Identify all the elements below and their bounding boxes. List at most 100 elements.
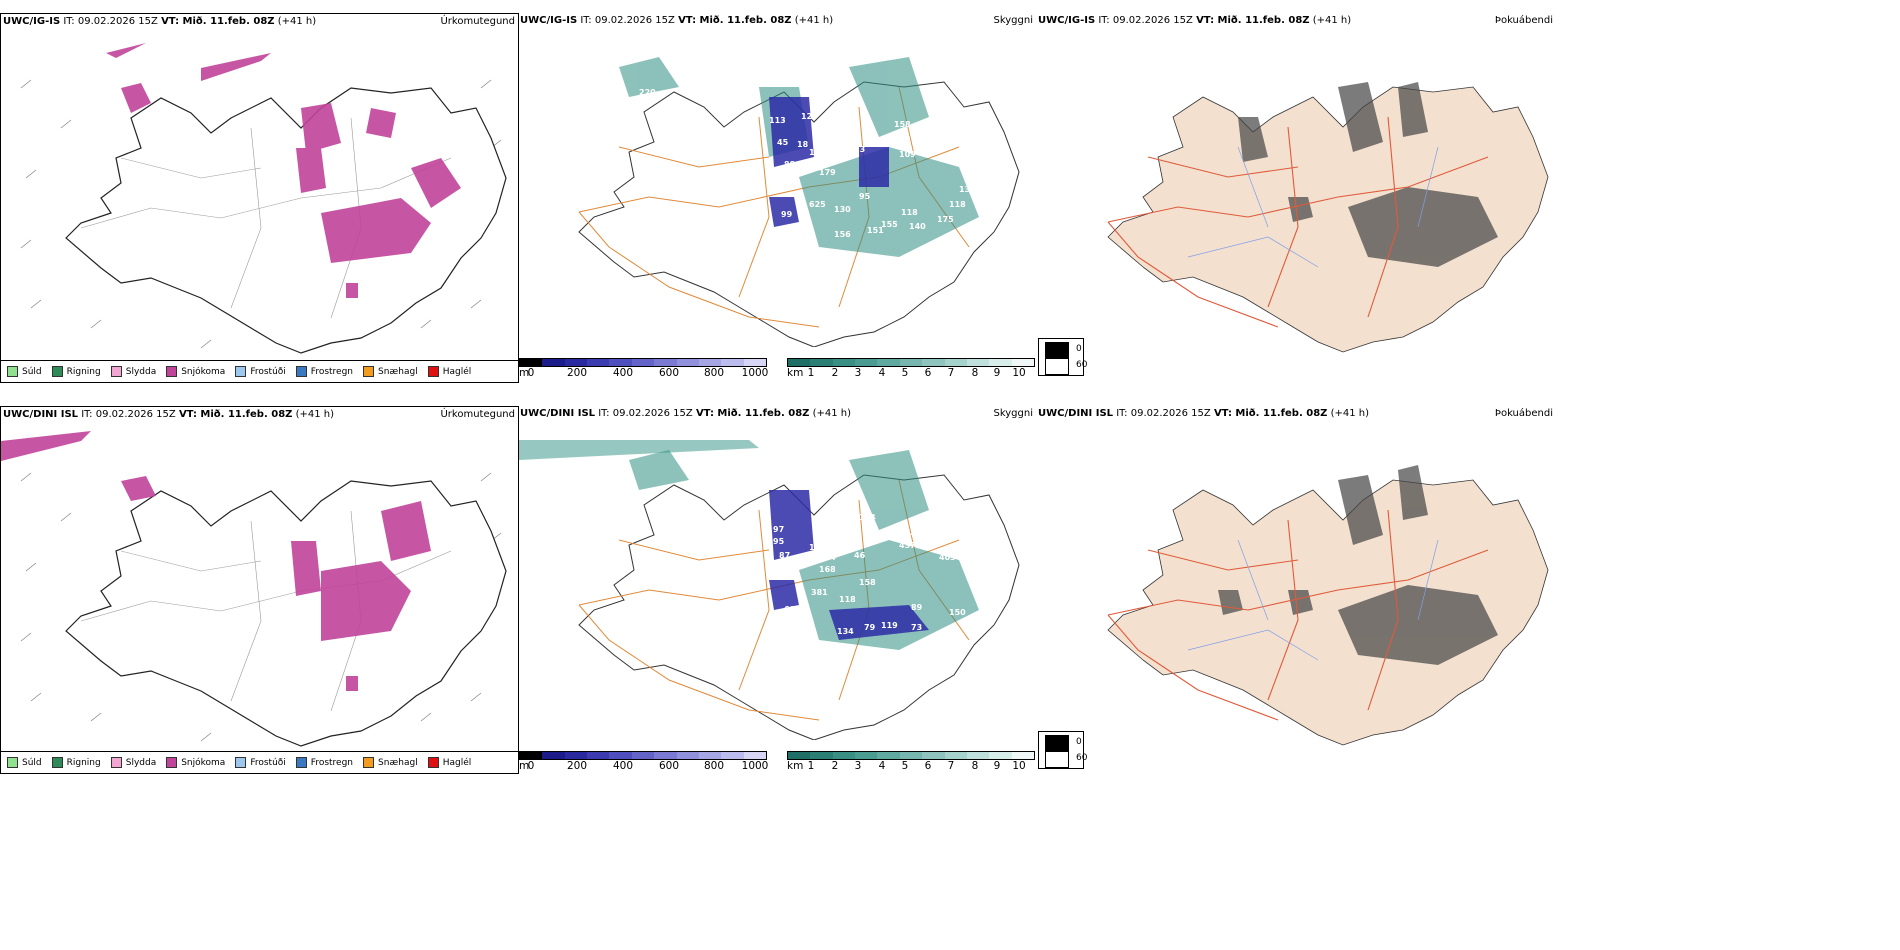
fog-value: 60 [1076, 360, 1088, 370]
lead-time: (+41 h) [794, 15, 834, 26]
tick-label: 8 [971, 760, 979, 772]
low-ceiling-areas [769, 490, 929, 640]
coastline [65, 480, 507, 747]
colorbar [519, 751, 767, 760]
legend-item: Snjókoma [166, 366, 225, 377]
fog-swatch-white [1045, 751, 1069, 768]
ceiling-label: 84 [614, 501, 626, 510]
visibility-colorbar: 1 2 3 4 5 6 7 8 9 10 km [787, 751, 1035, 772]
model-name: UWC/DINI ISL [3, 409, 79, 420]
tick-label: 6 [924, 760, 932, 772]
issue-time: IT: 09.02.2026 15Z [63, 16, 158, 27]
visibility-band [519, 440, 759, 460]
precip-title: Úrkomutegund [440, 409, 515, 420]
model-name: UWC/DINI ISL [1038, 408, 1114, 419]
valid-time: VT: Mið. 11.feb. 08Z [1213, 408, 1328, 419]
legend-item: Rigning [51, 366, 101, 377]
ceiling-label: 119 [881, 621, 898, 630]
roads [1107, 116, 1489, 328]
valid-time: VT: Mið. 11.feb. 08Z [1196, 15, 1310, 26]
legend-item: Frostregn [295, 757, 353, 768]
ceiling-label: 97 [773, 525, 784, 534]
tick-label: 0 [527, 760, 535, 772]
visibility-map: 220 106 113 124 45 18 133 88 129 179 53 … [578, 57, 1020, 347]
lead-time: (+41 h) [812, 408, 852, 419]
tick-label: 1000 [741, 760, 769, 772]
tick-label: 3 [854, 367, 862, 379]
legend-item: Snæhagl [363, 757, 418, 768]
legend-label: Haglél [442, 366, 472, 377]
rivers [1187, 146, 1439, 268]
snow-areas [1, 431, 431, 691]
legend-item: Frostúði [235, 757, 286, 768]
ceiling-labels: 84 97 95 87 120 164 168 124 312 437 152 … [614, 501, 966, 684]
ceiling-label: 46 [854, 551, 866, 560]
colorbar-ticks: 1 2 3 4 5 6 7 8 9 10 [787, 367, 1035, 379]
fog-swatch-black [1045, 735, 1069, 752]
fog-value: 0 [1076, 344, 1082, 354]
lead-time: (+41 h) [1312, 15, 1352, 26]
visibility-panel-bottom: UWC/DINI ISL IT: 09.02.2026 15Z VT: Mið.… [519, 406, 1036, 772]
fog-legend: 0 60 [1038, 338, 1088, 376]
legend-label: Frostúði [250, 757, 286, 768]
ceiling-label: 45 [777, 138, 789, 147]
ceiling-label: 120 [809, 543, 826, 552]
tick-label: 1000 [741, 367, 769, 379]
ceiling-label: 140 [909, 222, 926, 231]
ceiling-label: 220 [639, 88, 656, 97]
ceiling-label: 118 [949, 200, 966, 209]
tick-label: 6 [924, 367, 932, 379]
ceiling-label: 95 [773, 537, 785, 546]
legend-swatch [7, 757, 18, 768]
ceiling-label: 106 [596, 132, 613, 141]
legend-label: Snæhagl [378, 757, 418, 768]
model-name: UWC/IG-IS [3, 16, 61, 27]
ceiling-label: 150 [949, 608, 966, 617]
valid-time: VT: Mið. 11.feb. 08Z [161, 16, 275, 27]
fog-title: Þokuábendi [1494, 15, 1553, 26]
ceiling-label: 99 [781, 210, 793, 219]
legend-swatch [166, 757, 178, 768]
ceiling-labels: 220 106 113 124 45 18 133 88 129 179 53 … [596, 88, 970, 239]
panel-header: UWC/IG-IS IT: 09.02.2026 15Z VT: Mið. 11… [520, 15, 833, 26]
ceiling-label: 312 [899, 528, 916, 537]
roads [80, 117, 452, 319]
legend-swatch [110, 757, 122, 768]
visibility-panel-top: UWC/IG-IS IT: 09.02.2026 15Z VT: Mið. 11… [519, 13, 1036, 381]
ceiling-label: 109 [899, 150, 916, 159]
lead-time: (+41 h) [1330, 408, 1370, 419]
rivers [1187, 539, 1439, 661]
visibility-unit: km [787, 367, 804, 379]
legend-label: Rigning [66, 757, 101, 768]
low-ceiling-areas [769, 97, 889, 227]
valid-time: VT: Mið. 11.feb. 08Z [178, 409, 293, 420]
ceiling-label: 130 [834, 205, 851, 214]
tick-label: 200 [566, 760, 588, 772]
ceiling-label: 88 [784, 160, 796, 169]
legend-label: Snjókoma [181, 366, 226, 377]
ceiling-label: 155 [881, 220, 898, 229]
fog-map [1107, 82, 1549, 353]
ceiling-label: 118 [901, 208, 918, 217]
legend-item: Frostúði [235, 366, 286, 377]
ceiling-label: 158 [859, 578, 876, 587]
ceiling-label: 177 [939, 155, 956, 164]
legend-label: Súld [22, 757, 42, 768]
tick-label: 9 [993, 760, 1001, 772]
legend-label: Snæhagl [378, 366, 418, 377]
ceiling-label: 164 [819, 553, 836, 562]
precip-panel-top: UWC/IG-IS IT: 09.02.2026 15Z VT: Mið. 11… [0, 13, 519, 383]
ceiling-label: 113 [769, 116, 786, 125]
fog-value: 60 [1076, 753, 1088, 763]
issue-time: IT: 09.02.2026 15Z [1098, 15, 1193, 26]
legend-item: Snæhagl [363, 366, 418, 377]
colorbar-ticks: 0 200 400 600 800 1000 [519, 760, 769, 772]
ceiling-label: 89 [911, 603, 923, 612]
visibility-map: 84 97 95 87 120 164 168 124 312 437 152 … [519, 440, 1020, 740]
legend-swatch [166, 366, 178, 377]
legend-swatch [295, 366, 307, 377]
ceiling-label: 18 [797, 140, 809, 149]
legend-item: Haglél [427, 366, 472, 377]
roads [80, 510, 452, 712]
ceiling-label: 124 [859, 513, 876, 522]
